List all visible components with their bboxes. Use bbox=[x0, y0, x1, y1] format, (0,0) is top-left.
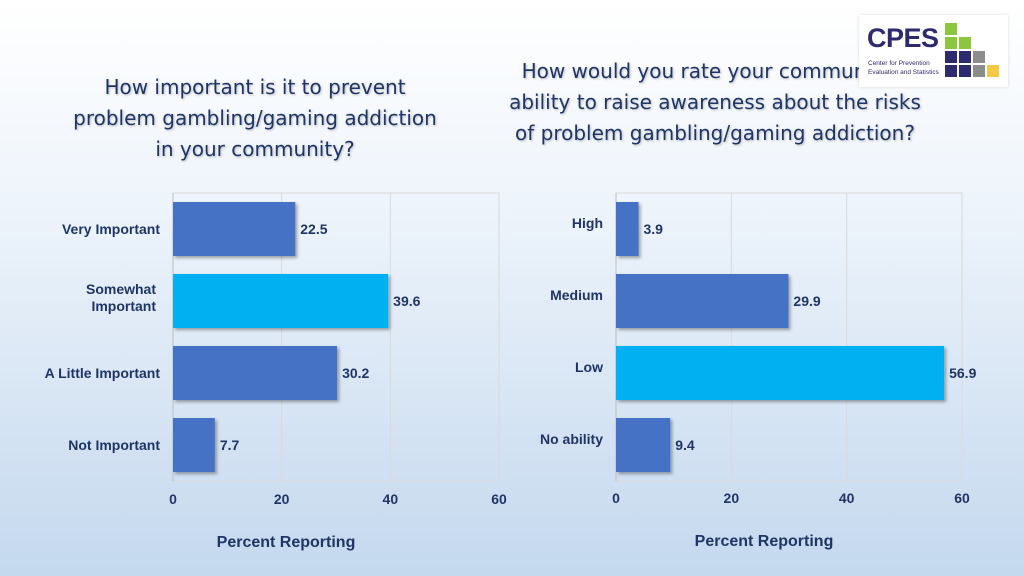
bar bbox=[173, 202, 296, 256]
x-axis-title: Percent Reporting bbox=[695, 533, 834, 550]
bar bbox=[173, 346, 338, 400]
category-label: A Little Important bbox=[45, 365, 161, 381]
data-label: 39.6 bbox=[393, 293, 420, 309]
x-tick-label: 0 bbox=[169, 491, 177, 507]
x-tick-label: 40 bbox=[383, 491, 399, 507]
x-tick-label: 40 bbox=[839, 490, 855, 506]
right-chart-title: How would you rate your community’s abil… bbox=[509, 59, 921, 145]
category-label: Not Important bbox=[68, 437, 160, 453]
category-label: High bbox=[572, 215, 603, 231]
bar bbox=[173, 418, 215, 472]
bar bbox=[616, 274, 789, 328]
category-label: Medium bbox=[550, 287, 603, 303]
category-label: No ability bbox=[540, 431, 603, 447]
data-label: 29.9 bbox=[793, 293, 820, 309]
data-label: 22.5 bbox=[300, 221, 327, 237]
data-label: 30.2 bbox=[342, 365, 369, 381]
category-label: Somewhat Important bbox=[86, 281, 156, 314]
cpes-logo: CPES Center for Prevention Evaluation an… bbox=[859, 15, 1008, 87]
left-chart-title: How important is it to prevent problem g… bbox=[73, 75, 437, 161]
bar bbox=[173, 274, 389, 328]
bar bbox=[616, 202, 639, 256]
data-label: 9.4 bbox=[675, 437, 695, 453]
right-bar-chart: 0 20 40 60 3.9 High 29.9 Medium 56.9 Low 9.4 No abi… bbox=[540, 192, 977, 550]
x-tick-label: 0 bbox=[612, 490, 620, 506]
left-bar-chart: 0 20 40 60 22.5 Very Important 39.6 Somewhat Imp… bbox=[45, 192, 507, 551]
data-label: 56.9 bbox=[949, 365, 976, 381]
x-tick-label: 20 bbox=[724, 490, 740, 506]
category-label: Low bbox=[575, 359, 603, 375]
bar bbox=[616, 418, 671, 472]
data-label: 3.9 bbox=[643, 221, 663, 237]
x-tick-label: 60 bbox=[491, 491, 507, 507]
data-label: 7.7 bbox=[220, 437, 240, 453]
x-tick-label: 60 bbox=[954, 490, 970, 506]
x-axis-title: Percent Reporting bbox=[217, 534, 356, 551]
category-label: Very Important bbox=[62, 221, 160, 237]
bar bbox=[616, 346, 945, 400]
x-tick-label: 20 bbox=[274, 491, 290, 507]
logo-subtitle: Center for Prevention Evaluation and Sta… bbox=[868, 60, 939, 76]
logo-text: CPES bbox=[867, 23, 939, 53]
